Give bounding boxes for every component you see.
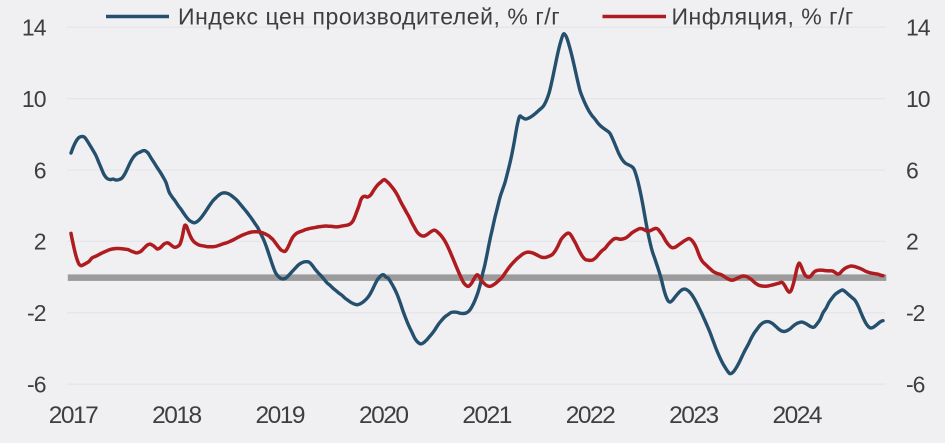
svg-text:2024: 2024: [773, 402, 822, 429]
svg-text:2: 2: [906, 229, 918, 255]
svg-text:Индекс цен производителей, % г: Индекс цен производителей, % г/г: [178, 4, 560, 30]
svg-text:10: 10: [906, 86, 930, 112]
svg-text:14: 14: [22, 15, 47, 41]
svg-text:14: 14: [906, 15, 931, 41]
svg-text:2023: 2023: [669, 402, 718, 429]
svg-text:-6: -6: [906, 372, 925, 398]
svg-text:6: 6: [906, 157, 918, 183]
svg-text:10: 10: [22, 86, 46, 112]
svg-text:2019: 2019: [256, 402, 305, 429]
svg-text:-2: -2: [906, 300, 925, 326]
svg-text:6: 6: [34, 157, 46, 183]
svg-text:-2: -2: [27, 300, 46, 326]
svg-text:2021: 2021: [462, 402, 511, 429]
svg-text:2022: 2022: [566, 402, 615, 429]
svg-text:-6: -6: [27, 372, 46, 398]
svg-text:2017: 2017: [49, 402, 98, 429]
svg-text:2018: 2018: [152, 402, 201, 429]
svg-text:2020: 2020: [359, 402, 408, 429]
svg-text:2: 2: [34, 229, 46, 255]
svg-text:Инфляция, % г/г: Инфляция, % г/г: [672, 4, 854, 30]
